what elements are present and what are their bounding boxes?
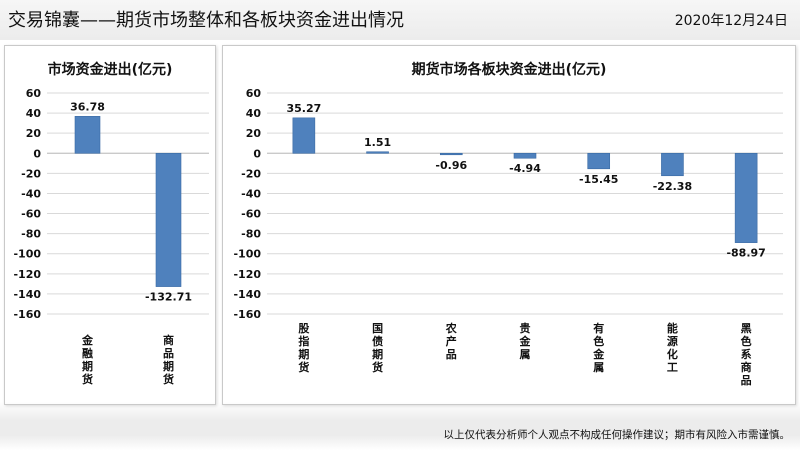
bar-value-label: -0.96 [435, 159, 467, 172]
y-tick-label: -100 [13, 248, 41, 261]
bar-value-label: -88.97 [726, 247, 765, 260]
bar-value-label: 1.51 [364, 136, 391, 149]
y-tick-label: -80 [241, 228, 261, 241]
bar-value-label: -132.71 [145, 291, 192, 304]
y-tick-label: -80 [21, 228, 41, 241]
category-label: 国债期货 [371, 322, 383, 374]
category-label: 黑色系商品 [741, 322, 752, 387]
header-bar: 交易锦囊——期货市场整体和各板块资金进出情况 2020年12月24日 [0, 0, 800, 40]
overall-flow-panel: 市场资金进出(亿元) 60 40 20 0 -20 -40 -60 -80 -100 -120 -1… [4, 45, 216, 405]
y-tick-label: 60 [26, 87, 42, 100]
y-tick-label: -40 [241, 187, 261, 200]
ink-wash-decoration [0, 402, 800, 450]
bar-4 [587, 152, 611, 170]
page-date: 2020年12月24日 [674, 13, 788, 29]
y-tick-label: -160 [233, 308, 261, 321]
page-title: 交易锦囊——期货市场整体和各板块资金进出情况 [8, 10, 404, 31]
y-tick-label: -20 [21, 167, 41, 180]
bar-5 [661, 152, 684, 177]
y-tick-label: -40 [21, 187, 41, 200]
overall-flow-title: 市场资金进出(亿元) [47, 62, 173, 78]
bar-1 [366, 151, 389, 154]
overall-flow-chart: 60 40 20 0 -20 -40 -60 -80 -100 -120 -140 -160 36.78… [13, 87, 209, 386]
category-label: 金融期货 [81, 333, 94, 386]
y-tick-label: 0 [253, 147, 261, 160]
y-tick-label: -140 [233, 288, 261, 301]
category-label: 农产品 [445, 321, 457, 361]
category-label: 有色金属 [592, 321, 605, 374]
category-label: 能源化工 [667, 321, 678, 374]
disclaimer-text: 以上仅代表分析师个人观点不构成任何操作建议；期市有风险入市需谨慎。 [443, 429, 791, 441]
y-tick-label: -60 [241, 208, 261, 221]
bar-value-label: 36.78 [70, 100, 105, 113]
y-tick-label: 60 [246, 87, 262, 100]
category-label: 股指期货 [297, 322, 310, 374]
bar-2 [439, 152, 463, 156]
bar-value-label: -22.38 [653, 180, 692, 193]
bar-value-label: -4.94 [509, 162, 541, 175]
sector-flow-chart: 60 40 20 0 -20 -40 -60 -80 -100 -120 -140 -160 35.27… [233, 87, 783, 387]
y-tick-label: -60 [21, 208, 41, 221]
bar-6 [734, 152, 758, 243]
category-label: 贵金属 [519, 321, 532, 361]
y-tick-label: 40 [26, 107, 42, 120]
y-tick-label: 20 [26, 127, 42, 140]
bar-0 [74, 116, 101, 154]
bar-0 [292, 117, 316, 154]
y-tick-label: -100 [233, 248, 261, 261]
bar-value-label: 35.27 [286, 102, 321, 115]
y-tick-label: 20 [246, 127, 262, 140]
y-tick-label: -20 [241, 167, 261, 180]
y-tick-label: -160 [13, 308, 41, 321]
y-tick-label: -120 [233, 268, 261, 281]
bar-3 [513, 152, 537, 159]
y-tick-label: -140 [13, 288, 41, 301]
y-tick-label: 40 [246, 107, 262, 120]
bar-value-label: -15.45 [579, 173, 618, 186]
category-label: 商品期货 [162, 333, 174, 386]
y-tick-label: 0 [33, 147, 41, 160]
sector-flow-panel: 期货市场各板块资金进出(亿元) 60 40 20 0 -20 -40 -60 -80 -100 -… [222, 45, 796, 405]
sector-flow-title: 期货市场各板块资金进出(亿元) [411, 62, 607, 78]
bar-1 [155, 152, 182, 287]
y-tick-label: -120 [13, 268, 41, 281]
